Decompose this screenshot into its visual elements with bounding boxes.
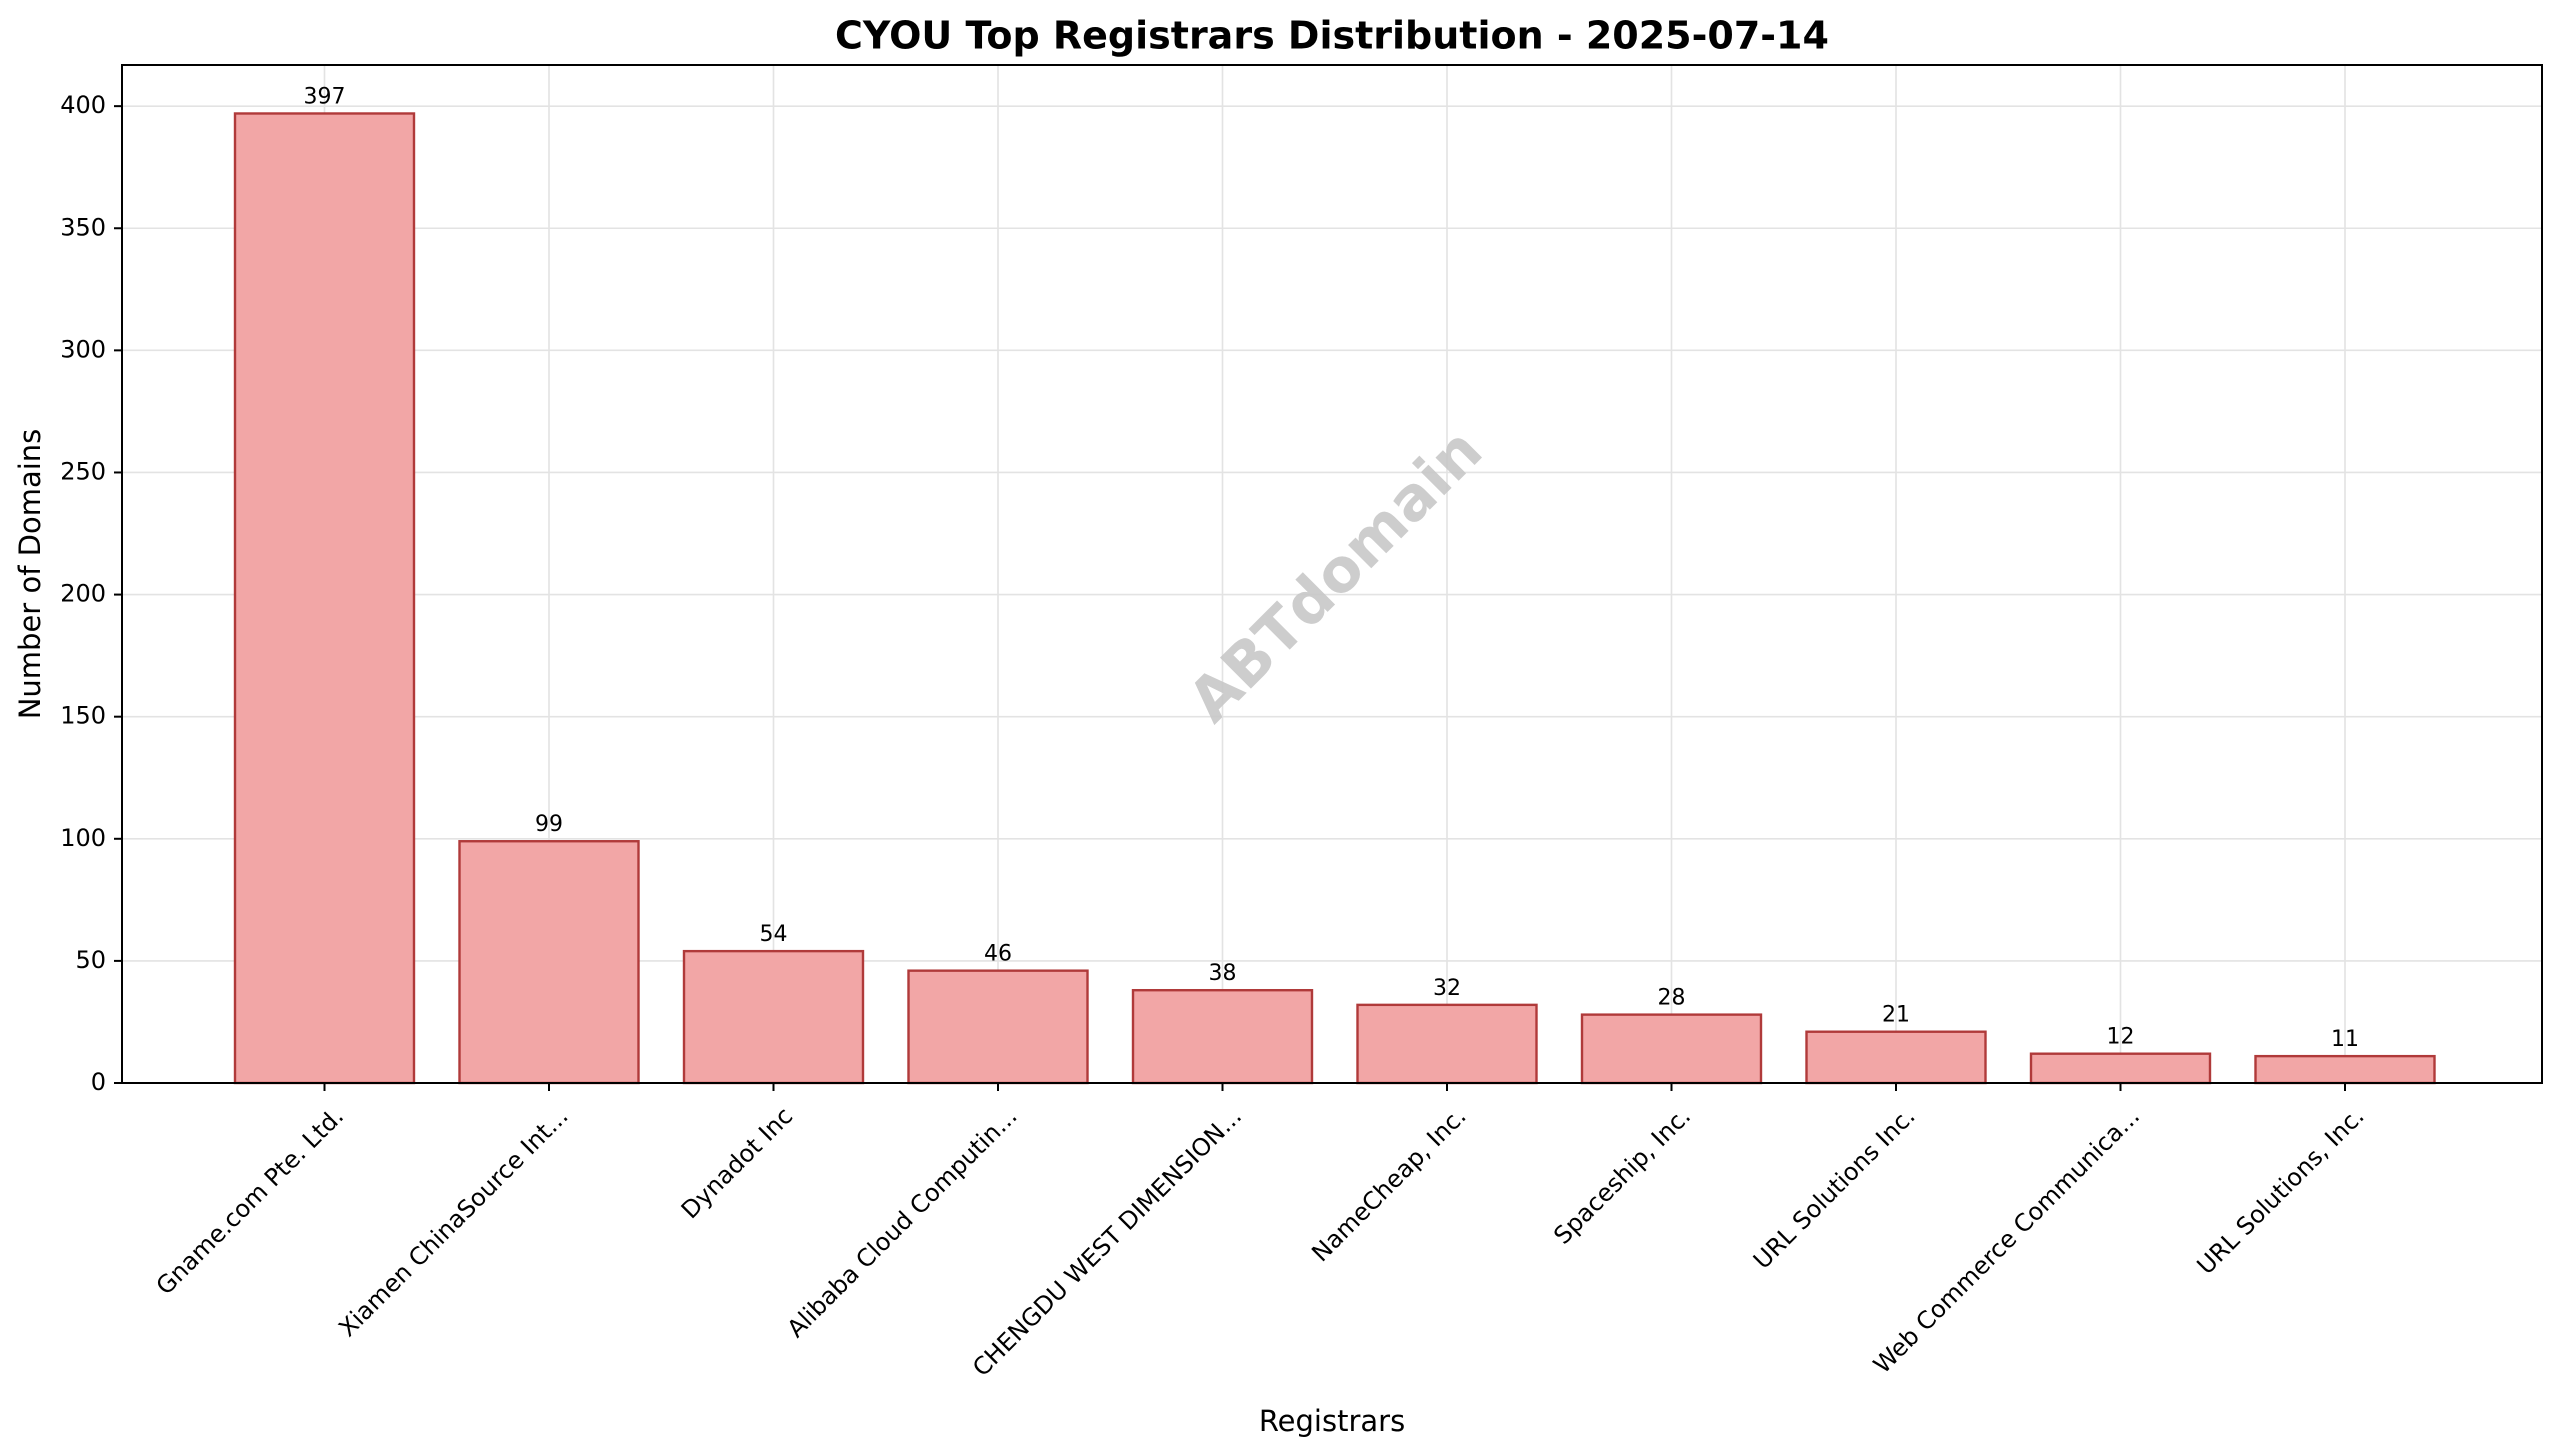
- bar-value-label: 99: [535, 812, 563, 837]
- y-tick-label: 150: [60, 702, 106, 730]
- y-tick-label: 350: [60, 213, 106, 241]
- bars: [233, 112, 2436, 1085]
- bar-value-label: 32: [1433, 976, 1461, 1001]
- x-axis-title: Registrars: [1259, 1404, 1405, 1438]
- grid-lines: [122, 65, 2542, 1084]
- y-tick-label: 200: [60, 580, 106, 608]
- bar-value-label: 21: [1882, 1003, 1910, 1028]
- bar-value-label: 46: [984, 942, 1012, 967]
- bar: [1356, 1003, 1538, 1085]
- x-tick-label: Web Commerce Communica...: [1868, 1102, 2145, 1379]
- bar-value-label: 38: [1209, 961, 1237, 986]
- x-tick-label: NameCheap, Inc.: [1306, 1102, 1471, 1267]
- y-tick-label: 250: [60, 457, 106, 485]
- axes: [121, 64, 2543, 1084]
- x-tick-label: Alibaba Cloud Computin...: [782, 1102, 1023, 1343]
- bar: [2029, 1052, 2212, 1085]
- x-tick-label: CHENGDU WEST DIMENSION...: [967, 1102, 1247, 1382]
- bar-value-label: 11: [2331, 1027, 2359, 1052]
- value-labels: 397 99 54 46 38 32 28 21 12 11: [304, 84, 2360, 1052]
- y-axis-title: Number of Domains: [13, 429, 47, 720]
- x-tick-label: Gname.com Pte. Ltd.: [151, 1102, 350, 1301]
- bar: [1131, 988, 1314, 1085]
- bar-value-label: 397: [304, 84, 346, 109]
- x-tick-label: Spaceship, Inc.: [1548, 1102, 1696, 1250]
- x-tick-label: URL Solutions Inc.: [1748, 1102, 1921, 1275]
- watermark: ABTdomain: [1175, 415, 1496, 736]
- bar-value-label: 12: [2107, 1025, 2135, 1050]
- y-tick-label: 0: [91, 1068, 106, 1096]
- bar: [1580, 1013, 1763, 1085]
- bar: [233, 112, 416, 1085]
- y-tick-label: 50: [75, 946, 106, 974]
- bar: [1805, 1030, 1987, 1085]
- bar: [458, 840, 640, 1085]
- watermark-text: ABTdomain: [1175, 415, 1496, 736]
- y-tick-label: 100: [60, 824, 106, 852]
- y-tick-label: 300: [60, 335, 106, 363]
- bar: [2254, 1054, 2436, 1085]
- x-tick-label: Dynadot Inc: [676, 1102, 798, 1224]
- axes-frame: [121, 64, 2543, 1084]
- y-tick-label: 400: [60, 91, 106, 119]
- bar-value-label: 54: [760, 922, 788, 947]
- bar: [682, 949, 865, 1085]
- x-tick-label: Xiamen ChinaSource Int...: [333, 1102, 573, 1342]
- bar-value-label: 28: [1658, 986, 1686, 1011]
- y-ticks: 0 50 100 150 200 250 300 350 400: [60, 91, 122, 1096]
- bar: [907, 969, 1089, 1085]
- chart-title: CYOU Top Registrars Distribution - 2025-…: [835, 14, 1829, 58]
- x-tick-label: URL Solutions, Inc.: [2192, 1102, 2370, 1280]
- x-ticks: Gname.com Pte. Ltd.Xiamen ChinaSource In…: [151, 1083, 2370, 1382]
